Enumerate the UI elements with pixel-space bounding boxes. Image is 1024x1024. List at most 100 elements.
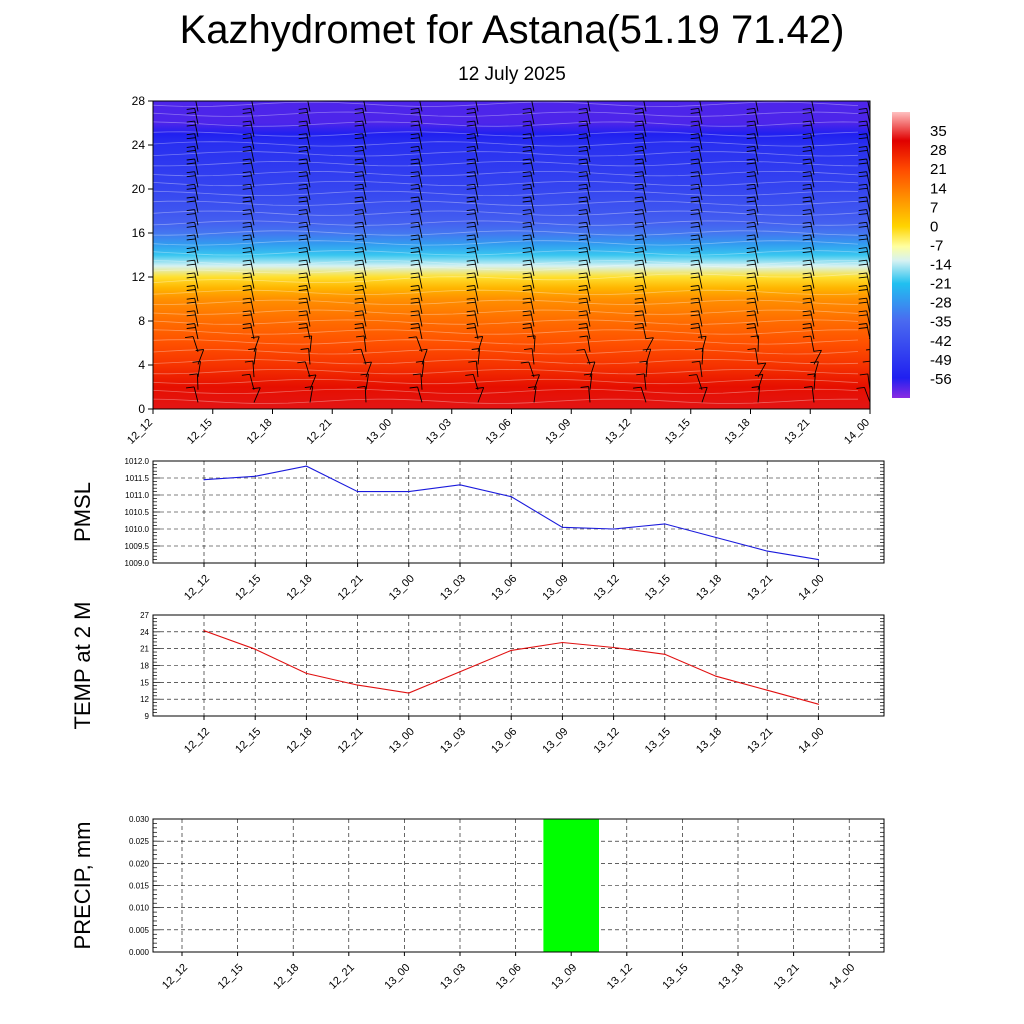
wind-barb-staff xyxy=(698,298,703,314)
wind-barb-flag xyxy=(410,272,419,275)
colorbar-label: -28 xyxy=(930,295,952,312)
wind-barb-staff xyxy=(701,348,704,365)
y-tick-label: 1009.5 xyxy=(125,542,150,551)
wind-barb-staff xyxy=(250,158,255,175)
wind-barb-flag xyxy=(466,272,475,275)
wind-barb-staff xyxy=(418,184,423,201)
wind-barb-staff xyxy=(701,336,707,352)
wind-barb-staff xyxy=(363,335,367,352)
wind-barb-flag xyxy=(578,200,588,203)
wind-barb-flag xyxy=(522,171,531,174)
wind-barb-flag xyxy=(186,145,195,148)
wind-barb-flag xyxy=(690,327,700,329)
wind-barb-staff xyxy=(642,234,647,251)
wind-barb-flag xyxy=(634,247,643,250)
wind-barb-staff xyxy=(586,310,591,327)
wind-barb-flag xyxy=(354,238,364,241)
x-tick-label: 13_18 xyxy=(716,962,746,992)
wind-barb-flag xyxy=(466,107,475,110)
wind-barb-flag xyxy=(578,120,587,123)
wind-barb-staff xyxy=(196,373,199,390)
wind-barb-staff xyxy=(362,158,367,175)
wind-barb-flag xyxy=(522,196,531,199)
wind-barb-staff xyxy=(587,101,591,112)
wind-barb-staff xyxy=(193,386,199,403)
wind-barb-flag xyxy=(298,285,307,287)
wind-barb-staff xyxy=(586,222,591,239)
wind-barb-flag xyxy=(522,209,531,212)
wind-barb-staff xyxy=(477,348,481,365)
x-tick-label: 13_09 xyxy=(543,417,573,447)
contour-line xyxy=(153,299,859,305)
wind-barb-staff xyxy=(250,323,255,340)
wind-barb-flag xyxy=(803,96,811,97)
wind-barb-flag xyxy=(634,276,644,279)
wind-barb-flag xyxy=(746,276,756,279)
wind-barb-staff xyxy=(866,158,870,175)
wind-barb-flag xyxy=(634,133,643,136)
wind-barb-flag xyxy=(298,234,307,237)
wind-barb-staff xyxy=(362,196,367,213)
wind-barb-flag xyxy=(578,183,587,186)
wind-barb-flag xyxy=(634,183,643,186)
x-tick-label: 13_21 xyxy=(745,726,775,756)
contour-line xyxy=(153,388,859,395)
wind-barb-flag xyxy=(858,196,867,199)
wind-barb-flag xyxy=(186,238,196,241)
wind-barb-flag xyxy=(242,221,251,224)
y-tick-label: 12 xyxy=(140,695,149,704)
wind-barb-flag xyxy=(858,213,868,216)
wind-barb-flag xyxy=(522,272,531,275)
data-point xyxy=(305,672,307,675)
wind-barb-flag xyxy=(298,221,307,224)
wind-barb-flag xyxy=(802,213,812,216)
wind-barb-staff xyxy=(194,108,199,125)
wind-barb-flag xyxy=(746,314,756,317)
wind-barb-staff xyxy=(754,272,759,289)
data-point xyxy=(664,523,666,525)
wind-barb-flag xyxy=(746,149,756,152)
wind-barb-staff xyxy=(194,133,199,150)
wind-barb-flag xyxy=(522,183,531,186)
x-tick-label: 14_00 xyxy=(842,417,872,447)
wind-barb-staff xyxy=(810,260,815,276)
x-tick-label: 13_12 xyxy=(603,417,633,447)
wind-barb-staff xyxy=(253,387,261,403)
y-tick-label: 20 xyxy=(132,182,146,196)
wind-barb-flag xyxy=(578,111,588,114)
wind-barb-staff xyxy=(866,247,870,264)
wind-barb-staff xyxy=(866,272,870,289)
wind-barb-flag xyxy=(244,360,253,363)
wind-barb-staff xyxy=(250,196,255,213)
wind-barb-flag xyxy=(746,301,756,304)
wind-barb-flag xyxy=(242,149,252,152)
wind-barb-staff xyxy=(869,350,870,352)
wind-barb-flag xyxy=(634,310,643,313)
wind-barb-flag xyxy=(298,272,307,275)
wind-barb-flag xyxy=(578,149,588,152)
wind-barb-flag xyxy=(639,360,648,363)
wind-barb-flag xyxy=(858,238,868,241)
contour-line xyxy=(153,329,859,335)
wind-barb-flag xyxy=(578,145,587,148)
wind-barb-flag xyxy=(409,386,418,389)
wind-barb-flag xyxy=(746,183,755,186)
wind-barb-staff xyxy=(754,146,759,163)
wind-barb-staff xyxy=(754,184,759,201)
wind-barb-staff xyxy=(584,349,591,365)
wind-barb-flag xyxy=(746,200,756,203)
wind-barb-flag xyxy=(410,137,420,140)
wind-barb-flag xyxy=(690,263,700,266)
wind-barb-flag xyxy=(242,289,252,291)
wind-barb-staff xyxy=(194,184,199,201)
wind-barb-flag xyxy=(522,137,532,140)
wind-barb-staff xyxy=(866,121,870,137)
wind-barb-flag xyxy=(746,196,755,199)
wind-barb-flag xyxy=(690,171,699,174)
wind-barb-flag xyxy=(858,297,867,300)
wind-barb-staff xyxy=(586,260,591,276)
wind-barb-staff xyxy=(810,133,815,150)
wind-barb-flag xyxy=(466,238,476,241)
y-tick-label: 0.010 xyxy=(129,904,150,913)
wind-barb-flag xyxy=(690,200,700,203)
